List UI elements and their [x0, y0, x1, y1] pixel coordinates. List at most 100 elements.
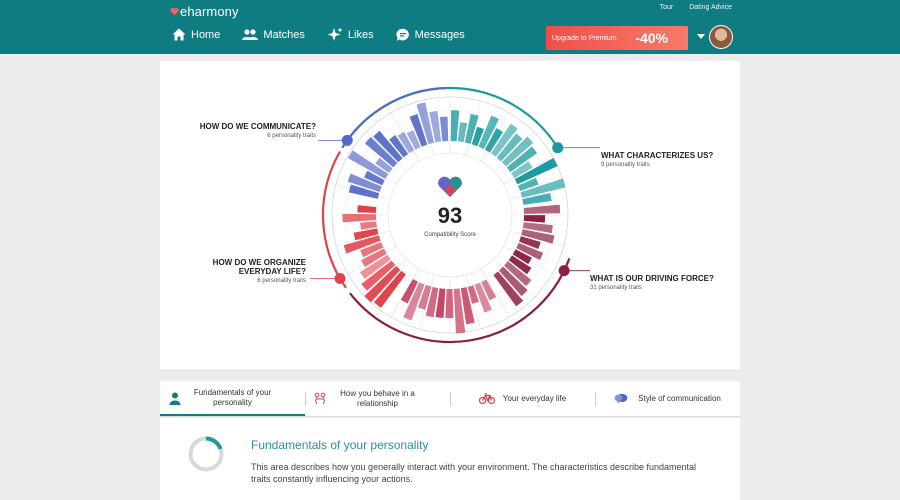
wheel-trait-bar: [347, 173, 382, 193]
wheel-trait-bar: [516, 242, 544, 261]
detail-description: This area describes how you generally in…: [251, 462, 697, 484]
section-arc: [321, 150, 347, 289]
callout-characterizes[interactable]: WHAT CHARACTERIZES US? 9 personality tra…: [601, 151, 731, 170]
utility-links: Tour Dating Advice: [660, 4, 732, 11]
wheel-trait-bar: [403, 282, 425, 321]
callout-driving-force[interactable]: WHAT IS OUR DRIVING FORCE? 31 personalit…: [590, 274, 735, 293]
wheel-trait-bar: [464, 113, 479, 144]
discount-badge: -40%: [635, 30, 668, 46]
wheel-trait-bar: [364, 265, 401, 303]
wheel-trait-bar: [373, 270, 406, 308]
tab-relationship[interactable]: How you behave in a relationship: [305, 381, 450, 416]
wheel-trait-bar: [439, 116, 449, 142]
main-nav: Home Matches Likes Messages: [172, 27, 465, 42]
wheel-trait-bar: [360, 221, 377, 230]
wheel-trait-bar: [523, 204, 561, 214]
tab-everyday-life-label: Your everyday life: [502, 393, 567, 403]
wheel-trait-bar: [460, 287, 475, 325]
tab-fundamentals[interactable]: Fundamentals of your personality: [160, 381, 305, 416]
wheel-trait-bar: [522, 222, 553, 234]
section-node-dot[interactable]: [341, 134, 353, 146]
wheel-trait-bar: [521, 229, 555, 244]
tab-fundamentals-label: Fundamentals of your personality: [193, 387, 272, 407]
wheel-trait-bar: [471, 126, 484, 147]
section-node-dot[interactable]: [552, 142, 564, 154]
wheel-trait-bar: [490, 123, 518, 157]
compatibility-chart-card: 93 Compatibility Score HOW DO WE COMMUNI…: [160, 61, 740, 369]
callout-communicate-traits: 6 personality traits: [267, 133, 316, 139]
callout-organize[interactable]: HOW DO WE ORGANIZE EVERYDAY LIFE? 6 pers…: [190, 258, 306, 286]
logo-text: eharmony: [180, 4, 239, 19]
tab-relationship-label: How you behave in a relationship: [340, 388, 415, 408]
upgrade-label: Upgrade to Premium: [552, 34, 617, 42]
tab-everyday-life[interactable]: Your everyday life: [450, 381, 595, 416]
nav-messages[interactable]: Messages: [396, 28, 465, 42]
compatibility-score-label: Compatibility Score: [424, 232, 476, 238]
wheel-trait-bar: [417, 284, 432, 310]
wheel-trait-bar: [514, 157, 558, 185]
wheel-trait-bar: [342, 213, 377, 223]
sparkle-icon: [327, 27, 343, 41]
nav-matches[interactable]: Matches: [242, 29, 305, 41]
wheel-trait-bar: [360, 242, 384, 258]
wheel-trait-bar: [445, 288, 454, 319]
wheel-trait-bar: [523, 215, 546, 223]
wheel-trait-bar: [504, 261, 532, 287]
callout-organize-title-line2: EVERYDAY LIFE?: [238, 267, 306, 276]
tab-communication-label: Style of communication: [638, 393, 721, 403]
wheel-trait-bar: [481, 279, 497, 301]
wheel-trait-bar: [484, 128, 504, 153]
tab-communication[interactable]: Style of communication: [595, 381, 740, 416]
bicycle-icon: [478, 393, 495, 404]
section-node-dot[interactable]: [334, 273, 346, 284]
wheel-trait-bar: [406, 130, 421, 150]
wheel-trait-bar: [453, 288, 466, 334]
couple-icon: [314, 392, 326, 405]
nav-home[interactable]: Home: [172, 28, 220, 41]
dating-advice-link[interactable]: Dating Advice: [689, 4, 732, 11]
wheel-grid-spoke: [480, 268, 510, 318]
callout-driving-force-traits: 31 personality traits: [590, 285, 643, 291]
compatibility-score: 93: [438, 203, 462, 228]
callout-communicate[interactable]: HOW DO WE COMMUNICATE? 6 personality tra…: [182, 122, 316, 141]
compatibility-heart-icon: [438, 176, 462, 197]
wheel-trait-bar: [357, 205, 377, 213]
people-icon: [242, 28, 259, 40]
wheel-trait-bar: [425, 286, 439, 318]
detail-panel: Fundamentals of your personality This ar…: [160, 418, 740, 500]
wheel-trait-bar: [435, 288, 446, 318]
callout-communicate-title: HOW DO WE COMMUNICATE?: [199, 122, 316, 131]
wheel-trait-bar: [375, 157, 393, 173]
callout-characterizes-title: WHAT CHARACTERIZES US?: [601, 151, 714, 160]
wheel-trait-bar: [397, 131, 415, 154]
top-navigation-bar: eharmony Tour Dating Advice Home Matches…: [0, 0, 900, 54]
wheel-trait-bar: [512, 249, 532, 265]
nav-messages-label: Messages: [414, 28, 465, 41]
nav-home-label: Home: [191, 28, 221, 41]
wheel-trait-bar: [467, 285, 479, 304]
upgrade-premium-button[interactable]: Upgrade to Premium -40%: [546, 26, 688, 50]
wheel-trait-bar: [478, 115, 500, 150]
nav-matches-label: Matches: [263, 28, 305, 41]
section-arc: [341, 86, 446, 149]
callout-characterizes-traits: 9 personality traits: [601, 162, 650, 168]
wheel-trait-bar: [508, 255, 532, 275]
user-avatar[interactable]: [709, 25, 733, 49]
wheel-trait-bar: [353, 228, 379, 241]
eharmony-logo[interactable]: eharmony: [170, 4, 239, 19]
wheel-trait-bar: [361, 260, 396, 291]
wheel-trait-bar: [359, 254, 391, 280]
wheel-trait-bar: [348, 184, 380, 199]
wheel-trait-bar: [511, 161, 533, 179]
wheel-trait-bar: [450, 110, 460, 142]
person-icon: [169, 392, 181, 405]
nav-likes[interactable]: Likes: [327, 27, 374, 42]
wheel-trait-bar: [506, 146, 538, 173]
callout-driving-force-title: WHAT IS OUR DRIVING FORCE?: [590, 274, 714, 283]
wheel-center-disc: [387, 152, 513, 278]
account-menu-chevron-down-icon[interactable]: [697, 34, 705, 39]
tour-link[interactable]: Tour: [659, 4, 674, 11]
nav-likes-label: Likes: [347, 28, 374, 41]
wheel-trait-bar: [400, 279, 419, 304]
section-node-dot[interactable]: [558, 265, 570, 277]
